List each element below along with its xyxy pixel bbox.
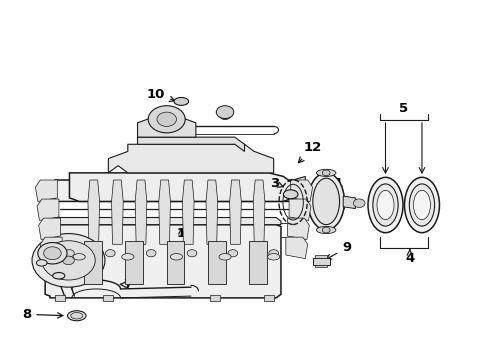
- Circle shape: [148, 106, 185, 133]
- Bar: [55, 295, 64, 301]
- Text: 1: 1: [176, 227, 185, 240]
- Bar: [125, 241, 142, 284]
- Circle shape: [62, 256, 74, 265]
- Polygon shape: [159, 180, 170, 244]
- Polygon shape: [288, 199, 310, 220]
- Circle shape: [216, 106, 233, 118]
- Bar: [84, 241, 102, 284]
- Circle shape: [157, 112, 176, 126]
- Polygon shape: [287, 218, 309, 239]
- Polygon shape: [50, 217, 281, 225]
- Circle shape: [43, 247, 61, 260]
- Circle shape: [268, 249, 278, 257]
- Polygon shape: [35, 180, 57, 202]
- Polygon shape: [205, 180, 217, 244]
- Circle shape: [105, 249, 115, 257]
- Text: 6: 6: [37, 266, 52, 279]
- Polygon shape: [137, 137, 244, 152]
- Polygon shape: [135, 180, 146, 244]
- Circle shape: [41, 241, 95, 280]
- Polygon shape: [182, 180, 194, 244]
- Ellipse shape: [413, 190, 429, 220]
- Bar: [103, 295, 113, 301]
- Text: 10: 10: [146, 88, 175, 102]
- Polygon shape: [229, 180, 241, 244]
- Polygon shape: [40, 237, 62, 258]
- Circle shape: [187, 249, 197, 257]
- Ellipse shape: [174, 98, 188, 105]
- Polygon shape: [285, 237, 307, 258]
- Polygon shape: [343, 196, 355, 208]
- Ellipse shape: [36, 260, 47, 266]
- Bar: [207, 241, 225, 284]
- Bar: [314, 265, 326, 267]
- Text: 11: 11: [323, 177, 343, 193]
- Text: 4: 4: [405, 249, 414, 265]
- Circle shape: [227, 249, 237, 257]
- Text: 12: 12: [298, 141, 321, 163]
- Ellipse shape: [73, 253, 85, 260]
- Ellipse shape: [219, 108, 231, 120]
- Ellipse shape: [312, 178, 339, 225]
- Polygon shape: [253, 180, 264, 244]
- Circle shape: [38, 243, 67, 264]
- Polygon shape: [39, 218, 61, 239]
- Ellipse shape: [316, 226, 335, 234]
- Ellipse shape: [376, 190, 393, 220]
- Polygon shape: [111, 180, 123, 244]
- Text: 5: 5: [398, 102, 407, 115]
- Ellipse shape: [372, 184, 397, 226]
- Text: 3: 3: [270, 177, 283, 190]
- Ellipse shape: [267, 253, 279, 260]
- Ellipse shape: [307, 173, 344, 230]
- Polygon shape: [69, 173, 292, 202]
- Polygon shape: [290, 180, 312, 202]
- Ellipse shape: [404, 177, 439, 233]
- Bar: [210, 295, 220, 301]
- Ellipse shape: [170, 253, 182, 260]
- Circle shape: [32, 234, 105, 287]
- Polygon shape: [108, 144, 273, 173]
- Bar: [264, 295, 273, 301]
- Text: 8: 8: [22, 308, 63, 321]
- Text: 2: 2: [333, 198, 346, 212]
- Polygon shape: [137, 116, 196, 137]
- Polygon shape: [45, 225, 281, 298]
- Ellipse shape: [67, 311, 86, 321]
- Ellipse shape: [53, 273, 65, 279]
- Ellipse shape: [122, 253, 134, 260]
- Ellipse shape: [316, 169, 335, 176]
- Circle shape: [322, 227, 329, 233]
- Circle shape: [322, 170, 329, 176]
- Polygon shape: [292, 176, 305, 202]
- Polygon shape: [88, 180, 100, 244]
- Ellipse shape: [71, 312, 82, 319]
- Bar: [249, 241, 266, 284]
- Circle shape: [353, 199, 365, 207]
- Ellipse shape: [367, 177, 402, 233]
- Circle shape: [64, 249, 74, 257]
- Ellipse shape: [408, 184, 434, 226]
- Text: 7: 7: [120, 278, 132, 291]
- Bar: [166, 241, 184, 284]
- Polygon shape: [37, 199, 59, 220]
- Ellipse shape: [283, 190, 297, 199]
- Ellipse shape: [219, 253, 231, 260]
- Bar: [312, 258, 329, 265]
- Bar: [314, 255, 326, 258]
- Circle shape: [146, 249, 156, 257]
- Polygon shape: [45, 180, 297, 251]
- Text: 9: 9: [325, 241, 350, 260]
